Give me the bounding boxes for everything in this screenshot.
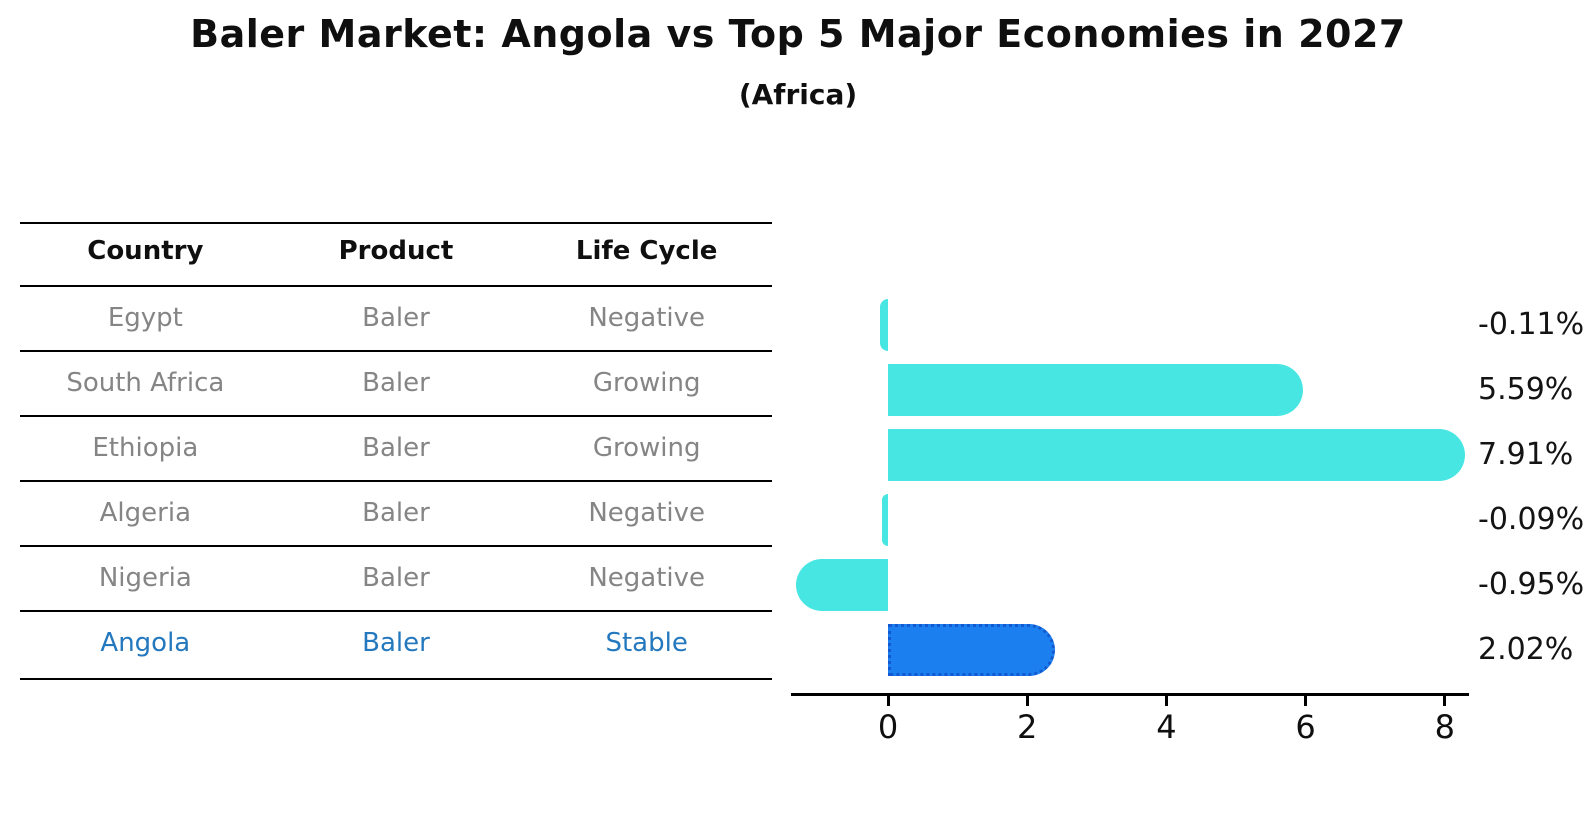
- bar-value-label-south-africa: 5.59%: [1478, 372, 1574, 407]
- cell-life_cycle-ethiopia: Growing: [592, 433, 701, 463]
- table-row-rule: [20, 415, 772, 417]
- x-tick-mark: [1304, 696, 1308, 706]
- x-tick-mark: [1025, 696, 1029, 706]
- cell-product-algeria: Baler: [362, 498, 430, 528]
- cell-country-angola: Angola: [100, 628, 191, 658]
- bar-value-label-ethiopia: 7.91%: [1478, 437, 1574, 472]
- cell-life_cycle-angola: Stable: [605, 628, 688, 658]
- table-row-rule: [20, 285, 772, 287]
- column-header-life-cycle: Life Cycle: [575, 236, 718, 266]
- bar-algeria: [881, 494, 888, 546]
- bar-ethiopia: [888, 429, 1465, 481]
- bar-egypt: [880, 299, 888, 351]
- cell-country-ethiopia: Ethiopia: [92, 433, 199, 463]
- bar-angola: [888, 624, 1055, 676]
- cell-country-egypt: Egypt: [107, 303, 183, 333]
- table-top-rule: [20, 222, 772, 224]
- bar-value-label-nigeria: -0.95%: [1478, 567, 1585, 602]
- table-row-rule: [20, 350, 772, 352]
- bar-value-label-algeria: -0.09%: [1478, 502, 1585, 537]
- x-axis-line: [791, 693, 1469, 696]
- x-tick-mark: [1443, 696, 1447, 706]
- x-tick-label: 6: [1295, 708, 1316, 746]
- cell-country-algeria: Algeria: [99, 498, 191, 528]
- table-row-rule: [20, 610, 772, 612]
- x-tick-label: 0: [877, 708, 899, 746]
- table-bottom-rule: [20, 678, 772, 680]
- bar-nigeria: [795, 559, 888, 611]
- cell-product-south-africa: Baler: [362, 368, 430, 398]
- cell-product-nigeria: Baler: [362, 563, 430, 593]
- bar-value-label-angola: 2.02%: [1478, 632, 1574, 667]
- column-header-product: Product: [338, 236, 454, 266]
- cell-life_cycle-algeria: Negative: [588, 498, 705, 528]
- bar-value-label-egypt: -0.11%: [1478, 307, 1585, 342]
- table-row-rule: [20, 545, 772, 547]
- cell-product-egypt: Baler: [362, 303, 430, 333]
- cell-country-nigeria: Nigeria: [98, 563, 192, 593]
- table-row-rule: [20, 480, 772, 482]
- cell-life_cycle-nigeria: Negative: [588, 563, 705, 593]
- x-tick-label: 4: [1156, 708, 1177, 746]
- x-tick-mark: [1164, 696, 1168, 706]
- cell-product-ethiopia: Baler: [362, 433, 430, 463]
- x-tick-mark: [886, 696, 890, 706]
- cell-product-angola: Baler: [362, 628, 430, 658]
- x-tick-label: 8: [1434, 708, 1455, 746]
- bar-south-africa: [888, 364, 1304, 416]
- cell-life_cycle-south-africa: Growing: [592, 368, 701, 398]
- x-tick-label: 2: [1017, 708, 1038, 746]
- chart-title: Baler Market: Angola vs Top 5 Major Econ…: [190, 12, 1406, 56]
- column-header-country: Country: [87, 236, 204, 266]
- cell-life_cycle-egypt: Negative: [588, 303, 705, 333]
- cell-country-south-africa: South Africa: [66, 368, 225, 398]
- chart-subtitle: (Africa): [738, 78, 858, 111]
